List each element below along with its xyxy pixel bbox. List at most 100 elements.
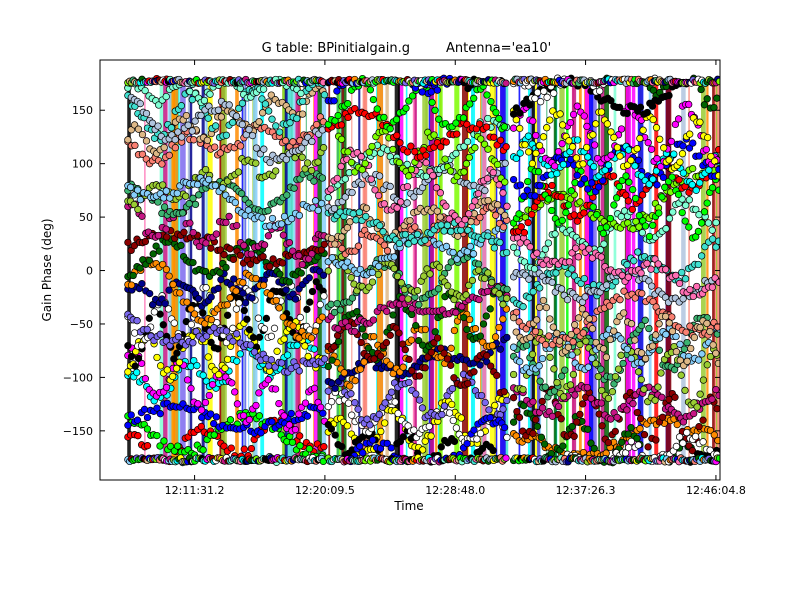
data-point — [565, 258, 574, 266]
data-point — [631, 162, 639, 170]
data-point — [296, 432, 304, 440]
data-point — [583, 383, 592, 392]
data-point — [210, 420, 218, 428]
data-point — [636, 103, 645, 111]
data-point — [486, 414, 494, 422]
data-point — [299, 97, 307, 106]
data-point — [412, 321, 420, 330]
data-point — [567, 187, 575, 195]
data-point — [387, 444, 395, 452]
data-point — [525, 275, 533, 283]
data-point — [469, 250, 478, 258]
data-point — [532, 149, 540, 157]
data-point — [616, 103, 624, 112]
data-point — [543, 93, 551, 101]
data-point — [509, 394, 518, 402]
data-point — [672, 442, 681, 451]
data-point — [649, 115, 657, 124]
data-point — [702, 145, 710, 154]
data-point — [179, 209, 187, 217]
data-point — [669, 208, 677, 216]
series-17-scan-1 — [124, 174, 326, 231]
data-point — [154, 122, 162, 130]
data-point — [630, 257, 638, 265]
data-point — [697, 252, 706, 260]
data-point — [463, 137, 472, 146]
data-point — [641, 354, 650, 363]
data-point — [579, 400, 587, 408]
data-point — [683, 357, 691, 365]
data-point — [502, 79, 510, 87]
data-point — [171, 136, 179, 144]
data-point — [644, 139, 652, 147]
data-point — [278, 259, 287, 267]
data-point — [483, 352, 491, 360]
data-point — [231, 198, 239, 207]
data-point — [266, 262, 274, 271]
data-point — [569, 370, 578, 379]
data-point — [308, 137, 316, 146]
plot-area — [124, 74, 720, 467]
data-point — [554, 402, 563, 411]
data-point — [459, 114, 468, 122]
data-point — [195, 242, 204, 251]
data-point — [568, 143, 577, 151]
data-point — [566, 118, 575, 127]
data-point — [447, 227, 455, 236]
data-point — [241, 299, 250, 307]
data-point — [493, 160, 502, 169]
data-point — [699, 438, 707, 446]
data-point — [611, 427, 619, 436]
data-point — [174, 333, 183, 341]
data-point — [616, 152, 624, 160]
data-point — [654, 383, 662, 391]
data-point — [496, 345, 504, 353]
data-point — [304, 352, 312, 361]
data-point — [648, 282, 656, 290]
data-point — [129, 271, 137, 280]
data-point — [331, 384, 339, 393]
data-point — [482, 312, 490, 320]
data-point — [247, 444, 256, 453]
data-point — [483, 174, 492, 183]
data-point — [134, 432, 142, 440]
data-point — [672, 271, 680, 280]
data-point — [291, 425, 300, 434]
data-point — [649, 342, 657, 350]
data-point — [361, 159, 369, 168]
y-axis-label: Gain Phase (deg) — [40, 218, 54, 321]
data-point — [155, 247, 163, 255]
data-point — [165, 272, 173, 280]
data-point — [495, 290, 503, 298]
data-point — [189, 194, 197, 202]
data-point — [450, 326, 459, 335]
data-point — [460, 168, 468, 176]
data-point — [623, 261, 631, 269]
data-point — [614, 365, 623, 373]
data-point — [393, 131, 401, 140]
data-point — [588, 325, 597, 333]
data-point — [531, 327, 540, 336]
data-point — [431, 328, 439, 336]
data-point — [410, 237, 418, 245]
data-point — [568, 351, 576, 359]
data-point — [660, 144, 668, 152]
data-point — [697, 219, 706, 227]
data-point — [142, 109, 151, 118]
data-point — [130, 242, 139, 250]
data-point — [403, 148, 412, 156]
data-point — [306, 298, 314, 306]
data-point — [435, 263, 444, 271]
data-point — [280, 335, 288, 343]
data-point — [310, 384, 319, 392]
data-point — [463, 439, 471, 448]
data-point — [533, 316, 541, 324]
data-point — [233, 221, 241, 230]
data-point — [553, 169, 561, 178]
data-point — [703, 95, 711, 103]
data-point — [583, 122, 591, 131]
data-point — [563, 296, 572, 304]
data-point — [169, 280, 177, 289]
data-point — [551, 230, 559, 238]
